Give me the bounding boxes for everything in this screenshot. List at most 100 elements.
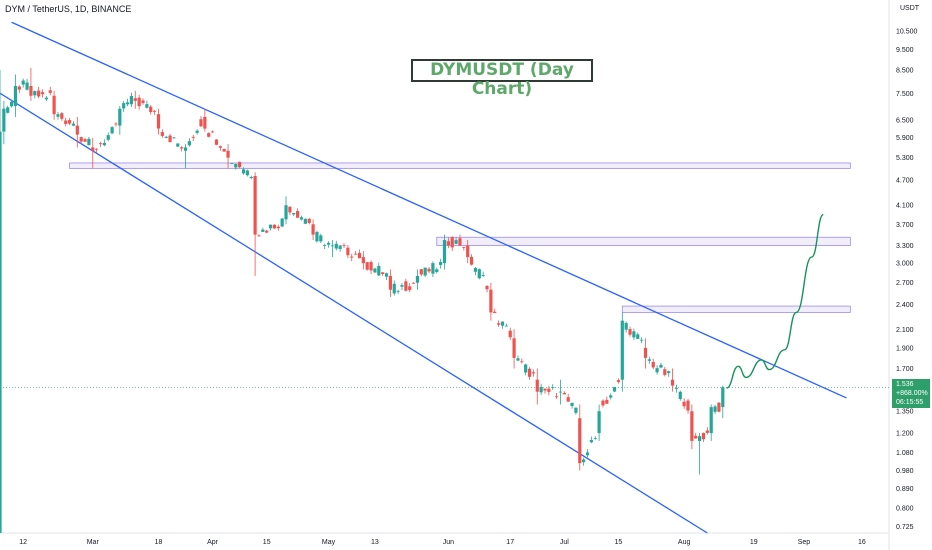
candle-body [218, 146, 222, 148]
candle-body [67, 120, 72, 124]
candle-body [473, 268, 478, 272]
candle-body [156, 114, 161, 129]
candle-body [655, 368, 659, 373]
candles [0, 67, 725, 533]
candle-body [601, 400, 605, 406]
candle-body [0, 131, 2, 533]
candle [640, 337, 644, 344]
candle [87, 136, 91, 146]
candle-body [222, 149, 226, 152]
candle [172, 136, 176, 139]
candle-body [160, 132, 164, 136]
candle [369, 260, 373, 274]
candle [415, 269, 420, 290]
candle-body [469, 256, 474, 265]
candle-body [415, 275, 420, 283]
time-axis[interactable]: 12 Mar 18 Apr 15 May 13 Jun 17 Jul 15 Aug 19 Sep 16 [19, 539, 866, 546]
candle-body [647, 359, 651, 361]
trendline-lower [0, 92, 708, 534]
candle-body [268, 224, 273, 229]
candle-body [60, 113, 64, 119]
candle-body [207, 133, 211, 137]
price-tick-label: 6.500 [896, 117, 914, 124]
candle [280, 218, 284, 228]
candle-body [713, 406, 717, 412]
candle-body [589, 440, 593, 443]
candle-body [597, 411, 601, 434]
price-tick-label: 3.300 [896, 243, 914, 250]
candle [2, 100, 6, 145]
candle [338, 245, 342, 252]
price-tick-label: 4.700 [896, 177, 914, 184]
candle [268, 224, 273, 231]
candle-body [245, 170, 249, 176]
candle-body [149, 106, 153, 113]
candle-body [164, 136, 168, 138]
candle [411, 282, 416, 284]
candle [481, 271, 485, 278]
candle [357, 249, 362, 259]
candle-body [257, 235, 261, 237]
candle-body [578, 418, 582, 464]
candle-body [183, 147, 188, 151]
candle [44, 96, 48, 101]
candle-body [33, 91, 37, 96]
chart-title: DYMUSDT (Day Chart) [411, 59, 593, 99]
candle-body [404, 281, 408, 291]
candle-body [238, 161, 242, 168]
candle-body [261, 229, 265, 232]
candle [477, 268, 481, 280]
candle [276, 224, 280, 231]
price-tick-label: 5.900 [896, 135, 914, 142]
candle-body [234, 163, 238, 168]
candle [218, 145, 222, 151]
candle-body [624, 323, 628, 330]
candle-body [705, 430, 709, 433]
candle [230, 162, 234, 165]
candle [605, 396, 609, 405]
candle-body [547, 388, 551, 392]
candle-body [616, 380, 621, 382]
candle-body [303, 218, 307, 224]
candle [214, 138, 219, 146]
candle [427, 266, 431, 274]
candle [709, 404, 713, 441]
candle-body [520, 361, 524, 363]
candle-body [640, 339, 644, 341]
candle [323, 243, 327, 250]
candle [199, 116, 203, 128]
candle [524, 363, 528, 376]
candle [191, 134, 195, 141]
candle [558, 379, 563, 405]
candle [713, 404, 717, 415]
candle [628, 326, 632, 337]
candle-body [40, 92, 45, 95]
candle-body [342, 245, 346, 246]
candle [365, 261, 369, 271]
candle [40, 89, 45, 98]
candle-body [64, 120, 68, 124]
candle-body [369, 262, 373, 271]
candle [404, 278, 408, 292]
candle [207, 132, 211, 138]
candle-body [446, 241, 450, 246]
candle [21, 78, 25, 88]
candle-body [493, 311, 497, 314]
candle-body [326, 242, 331, 245]
candle-body [153, 110, 157, 112]
candle-body [2, 108, 6, 132]
candle [381, 272, 385, 276]
time-tick-label: 18 [155, 539, 163, 546]
candle-body [21, 80, 25, 85]
price-axis[interactable]: 10.500 9.500 8.500 7.500 6.500 5.900 5.300 4.70… [896, 28, 918, 531]
candle [690, 404, 694, 450]
candle [118, 106, 122, 135]
candle [678, 390, 682, 401]
price-tick-label: 1.900 [896, 345, 914, 352]
candle-body [191, 136, 195, 138]
candle-body [172, 137, 176, 139]
candle [609, 393, 613, 400]
candle [145, 100, 149, 109]
last-price-badge: 1.536 +868.00% 06:15:55 [892, 379, 930, 408]
